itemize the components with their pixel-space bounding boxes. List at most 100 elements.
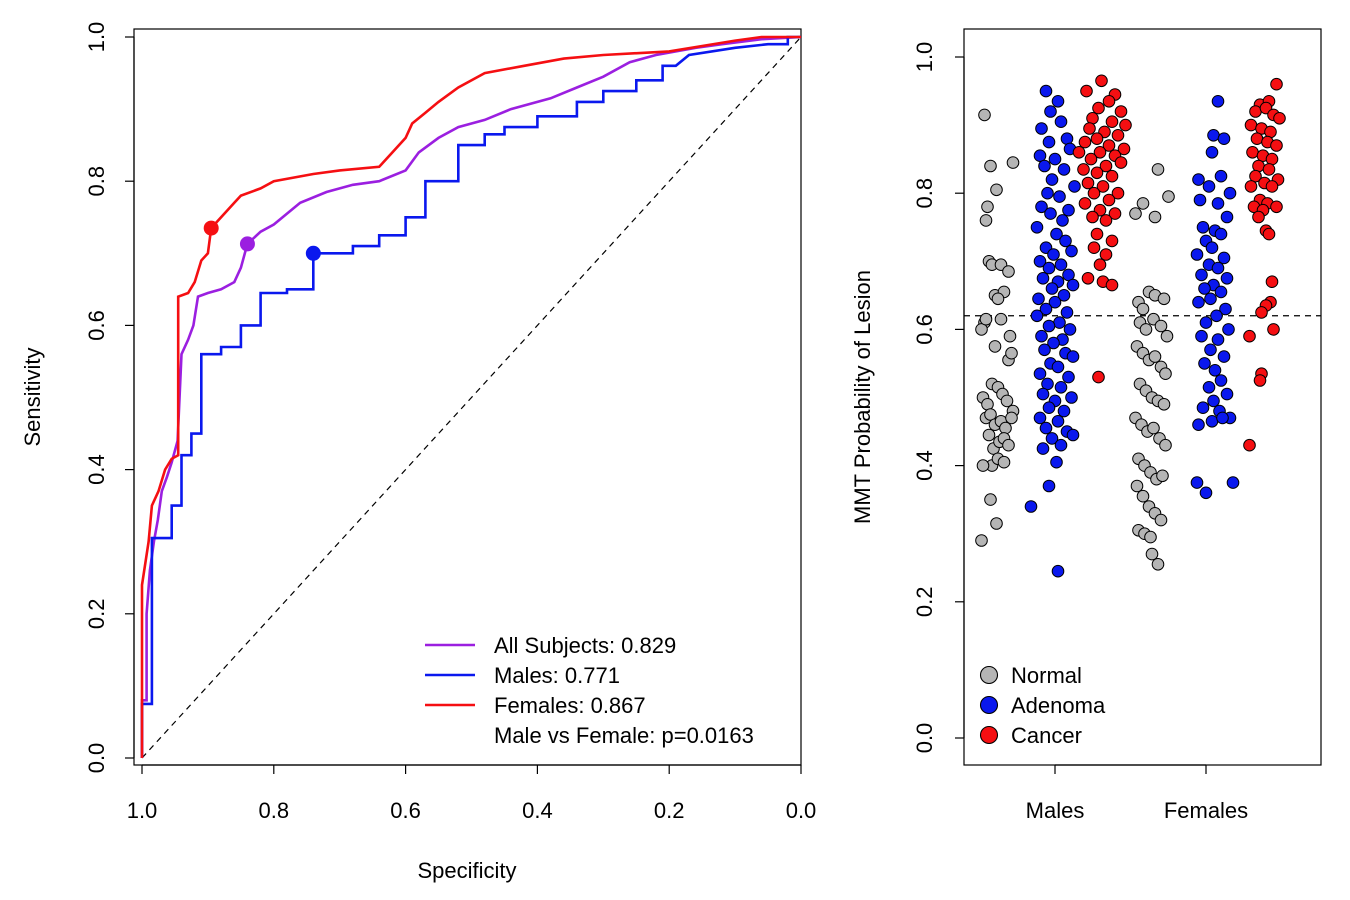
scatter-point-normal [1162,190,1175,203]
scatter-x-axis: Males Females [1026,764,1248,823]
scatter-point-normal [1002,438,1015,452]
roc-diagonal-group [141,36,802,759]
scatter-point-normal [1154,319,1168,333]
scatter-point-adenoma [1208,364,1222,377]
scatter-point-adenoma [1216,411,1229,425]
scatter-point-cancer [1111,129,1125,142]
scatter-point-cancer [1246,146,1259,159]
scatter-point-cancer [1265,180,1279,193]
roc-y-tick-label: 0.4 [84,454,109,485]
scatter-point-adenoma [1050,455,1063,469]
scatter-point-normal [984,493,997,506]
scatter-point-cancer [1265,275,1279,289]
scatter-point-adenoma [1207,394,1220,408]
scatter-point-adenoma [1202,381,1216,394]
scatter-point-adenoma [1220,387,1234,401]
scatter-point-normal [981,200,994,214]
scatter-point-adenoma [1032,292,1045,306]
scatter-point-normal [1159,438,1172,452]
scatter-point-adenoma [1211,95,1225,108]
scatter-point-adenoma [1047,336,1060,350]
scatter-point-normal [979,214,993,227]
scatter-point-cancer [1111,186,1125,200]
scatter-point-adenoma [1024,500,1038,513]
scatter-point-cancer [1262,227,1276,241]
legend-note-pvalue: Male vs Female: p=0.0163 [494,723,754,748]
scatter-point-adenoma [1042,319,1056,333]
legend-marker-normal [979,665,999,685]
scatter-point-adenoma [1030,309,1044,323]
roc-y-tick-label: 0.2 [84,599,109,630]
scatter-point-adenoma [1039,302,1053,316]
scatter-point-cancer [1250,132,1264,145]
scatter-point-cancer [1080,84,1093,98]
scatter-point-cancer [1078,135,1092,149]
scatter-point-cancer [1093,146,1107,159]
scatter-point-adenoma [1204,343,1217,357]
scatter-point-adenoma [1039,421,1053,435]
scatter-point-adenoma [1051,564,1065,578]
scatter-point-adenoma [1214,169,1228,183]
scatter-point-normal [1159,367,1172,381]
scatter-point-cancer [1099,248,1113,261]
scatter-y-tick-label: 0.8 [912,178,937,209]
scatter-point-cancer [1078,197,1092,210]
scatter-y-axis: 0.0 0.2 0.4 0.6 0.8 1.0 [912,42,965,754]
scatter-point-normal [1006,156,1020,169]
legend-marker-adenoma [979,695,999,715]
scatter-point-adenoma [1198,282,1211,295]
scatter-y-tick-label: 0.0 [912,723,937,754]
roc-x-tick-label: 0.4 [522,798,553,823]
roc-chart: 1.0 0.8 0.6 0.4 0.2 0.0 0.0 0.2 0.4 0.6 0.8 1.0 Sp… [20,22,816,883]
scatter-point-adenoma [1048,152,1062,166]
scatter-point-normal [1130,479,1144,493]
scatter-point-cancer [1087,186,1101,200]
scatter-point-normal [1160,329,1174,343]
scatter-point-adenoma [1042,479,1056,493]
scatter-point-adenoma [1054,438,1068,452]
scatter-point-cancer [1265,152,1279,166]
scatter-point-adenoma [1211,333,1225,346]
scatter-point-cancer [1273,112,1286,125]
roc-line-all-subjects [140,35,802,758]
scatter-point-adenoma [1065,391,1078,404]
scatter-point-adenoma [1057,163,1071,176]
scatter-point-adenoma [1198,357,1211,370]
scatter-point-normal [990,517,1003,530]
scatter-point-adenoma [1220,210,1234,224]
scatter-point-cancer [1270,200,1283,214]
scatter-point-normal [988,340,1002,353]
scatter-point-normal [1003,329,1017,343]
scatter-y-tick-label: 1.0 [912,42,937,73]
scatter-points [975,74,1286,578]
scatter-point-normal [997,455,1011,469]
scatter-point-adenoma [1211,197,1225,210]
scatter-point-normal [1139,323,1153,336]
scatter-point-adenoma [1033,411,1047,425]
scatter-point-adenoma [1038,343,1051,357]
scatter-point-adenoma [1056,214,1069,227]
scatter-point-adenoma [1199,486,1213,500]
scatter-point-normal [1136,489,1150,503]
scatter-point-cancer [1270,77,1283,91]
scatter-point-adenoma [1041,186,1054,200]
legend-label-females: Females: 0.867 [494,693,646,718]
scatter-point-cancer [1244,118,1258,132]
scatter-point-adenoma [1211,261,1225,275]
scatter-point-adenoma [1214,227,1228,241]
scatter-point-cancer [1253,374,1267,387]
scatter-point-adenoma [1199,316,1213,329]
scatter-point-cancer [1105,278,1119,292]
scatter-point-normal [1136,302,1150,316]
scatter-point-normal [982,428,996,442]
roc-plot-frame [133,28,802,766]
scatter-point-adenoma [1035,122,1048,135]
scatter-point-adenoma [1066,278,1080,292]
scatter-point-adenoma [1057,289,1071,302]
roc-x-tick-label: 0.6 [390,798,421,823]
scatter-point-cancer [1255,306,1268,319]
scatter-point-adenoma [1202,180,1216,193]
scatter-point-adenoma [1053,190,1066,203]
scatter-point-adenoma [1214,285,1228,299]
scatter-x-tick-label-males: Males [1026,798,1085,823]
